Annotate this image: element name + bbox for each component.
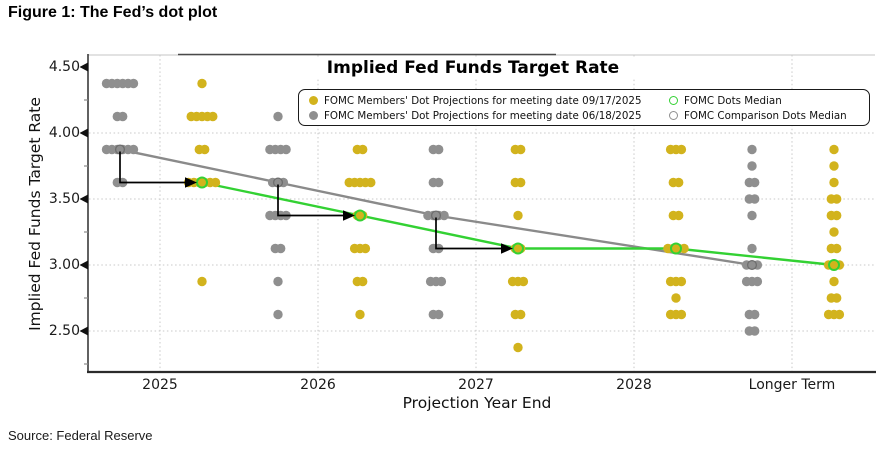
- legend-label: FOMC Comparison Dots Median: [684, 109, 847, 122]
- x-tick-label: 2025: [142, 377, 178, 393]
- gray-circle-icon: [669, 111, 678, 120]
- x-tick-label: Longer Term: [748, 377, 836, 393]
- x-axis-title: Projection Year End: [402, 394, 552, 412]
- gray-dot-icon: [309, 111, 318, 120]
- chart-title: Implied Fed Funds Target Rate: [223, 58, 723, 78]
- y-tick-label: 2.50: [48, 323, 80, 339]
- current-dots: [183, 78, 845, 353]
- median-markers: [114, 144, 840, 271]
- change-arrows: [119, 151, 513, 254]
- gridlines: [89, 55, 874, 371]
- y-tick-label: 3.00: [48, 257, 80, 273]
- legend-item-comparison-median: FOMC Comparison Dots Median: [669, 108, 863, 123]
- source-note: Source: Federal Reserve: [8, 428, 153, 443]
- green-circle-icon: [669, 96, 678, 105]
- yellow-dot-icon: [309, 96, 318, 105]
- y-ticks: [79, 62, 88, 365]
- legend-label: FOMC Members' Dot Projections for meetin…: [324, 94, 642, 107]
- x-tick-label: 2026: [300, 377, 336, 393]
- comparison-median-line: [119, 148, 753, 267]
- legend-item-current: FOMC Members' Dot Projections for meetin…: [309, 93, 665, 108]
- figure-title: Figure 1: The Fed’s dot plot: [8, 4, 218, 21]
- legend-label: FOMC Members' Dot Projections for meetin…: [324, 109, 642, 122]
- x-tick-label: 2027: [458, 377, 494, 393]
- y-tick-label: 3.50: [48, 191, 80, 207]
- y-axis-title: Implied Fed Funds Target Rate: [26, 97, 44, 331]
- legend-item-comparison: FOMC Members' Dot Projections for meetin…: [309, 108, 665, 123]
- y-tick-label: 4.00: [48, 125, 80, 141]
- y-tick-label: 4.50: [48, 59, 80, 75]
- plot-frame: [87, 53, 876, 374]
- legend-box: FOMC Members' Dot Projections for meetin…: [298, 89, 870, 126]
- x-tick-label: 2028: [616, 377, 652, 393]
- legend-item-median: FOMC Dots Median: [669, 93, 863, 108]
- legend-label: FOMC Dots Median: [684, 94, 782, 107]
